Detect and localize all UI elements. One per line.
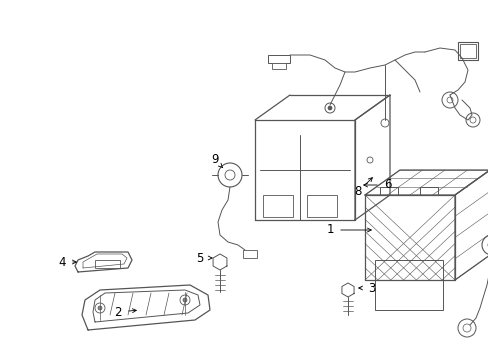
Text: 6: 6	[384, 179, 391, 192]
Circle shape	[224, 170, 235, 180]
Bar	[459, 44, 475, 58]
Circle shape	[325, 103, 334, 113]
Circle shape	[380, 119, 388, 127]
Bar	[306, 195, 336, 217]
Bar	[263, 195, 292, 217]
Circle shape	[446, 97, 452, 103]
Circle shape	[457, 319, 475, 337]
Circle shape	[95, 303, 105, 313]
Circle shape	[98, 306, 102, 310]
Bar	[419, 187, 437, 195]
Circle shape	[183, 298, 186, 302]
Circle shape	[218, 163, 242, 187]
Text: 4: 4	[58, 256, 65, 269]
Circle shape	[487, 241, 488, 249]
Text: 9: 9	[211, 153, 218, 166]
Circle shape	[327, 106, 331, 110]
Circle shape	[469, 117, 475, 123]
Text: 2: 2	[114, 306, 122, 319]
Bar	[271, 63, 285, 69]
Text: 5: 5	[196, 252, 203, 265]
Bar	[243, 250, 257, 258]
Bar	[374, 260, 442, 310]
Circle shape	[481, 235, 488, 255]
Circle shape	[465, 113, 479, 127]
Text: 1: 1	[325, 224, 333, 237]
Bar	[267, 55, 289, 63]
Bar	[379, 187, 397, 195]
Text: 8: 8	[354, 185, 361, 198]
Text: 3: 3	[367, 282, 375, 294]
Circle shape	[462, 324, 470, 332]
Bar	[95, 260, 120, 268]
Bar	[457, 42, 477, 60]
Circle shape	[180, 295, 190, 305]
Circle shape	[366, 157, 372, 163]
Circle shape	[441, 92, 457, 108]
